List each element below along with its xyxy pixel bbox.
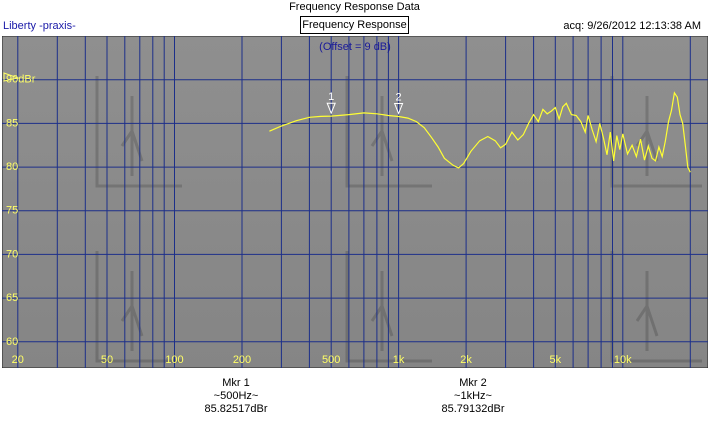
marker-label: 1	[328, 91, 334, 103]
response-trace	[269, 91, 691, 173]
x-tick-label: 500	[322, 354, 340, 366]
y-tick-label: 85	[6, 117, 18, 129]
plot-grid	[2, 36, 708, 368]
y-tick-label: 65	[6, 292, 18, 304]
x-tick-label: 5k	[549, 354, 561, 366]
marker-2-value: 85.79132dBr	[441, 403, 505, 415]
marker-2-frequency: ~1kHz~	[454, 390, 492, 402]
marker-1-value: 85.82517dBr	[204, 403, 268, 415]
marker-1-name: Mkr 1	[222, 377, 250, 389]
window-title: Frequency Response Data	[289, 1, 420, 13]
marker-2-name: Mkr 2	[459, 377, 487, 389]
source-label: Liberty -praxis-	[3, 20, 76, 32]
acquisition-timestamp: acq: 9/26/2012 12:13:38 AM	[563, 20, 701, 32]
x-tick-label: 2k	[460, 354, 472, 366]
logo-watermark	[95, 76, 702, 363]
plot-background	[2, 36, 708, 368]
marker-triangle-icon	[393, 103, 404, 115]
marker-2[interactable]: 2	[393, 92, 404, 115]
marker-2-readout: Mkr 2 ~1kHz~ 85.79132dBr	[403, 377, 543, 416]
x-tick-label: 50	[101, 354, 113, 366]
y-tick-label: 80	[6, 161, 18, 173]
marker-triangle-icon	[326, 102, 336, 115]
x-tick-label: 200	[233, 354, 251, 366]
y-tick-label: 70	[6, 248, 18, 260]
x-axis-labels: 20 50 100 200 500 1k 2k 5k 10k	[12, 354, 632, 366]
offset-label: (Offset = 9 dB)	[319, 41, 391, 53]
y-tick-label: 75	[6, 205, 18, 217]
marker-label: 2	[396, 92, 402, 104]
x-tick-label: 10k	[614, 354, 632, 366]
y-tick-label: 60	[6, 336, 18, 348]
tab-frequency-response[interactable]: Frequency Response	[300, 16, 409, 34]
x-tick-label: 1k	[393, 354, 405, 366]
reference-level-arrow	[3, 72, 20, 82]
marker-1-readout: Mkr 1 ~500Hz~ 85.82517dBr	[166, 377, 306, 416]
marker-1[interactable]: 1	[326, 91, 336, 115]
x-tick-label: 20	[12, 354, 24, 366]
x-tick-label: 100	[165, 354, 183, 366]
marker-1-frequency: ~500Hz~	[213, 390, 259, 402]
